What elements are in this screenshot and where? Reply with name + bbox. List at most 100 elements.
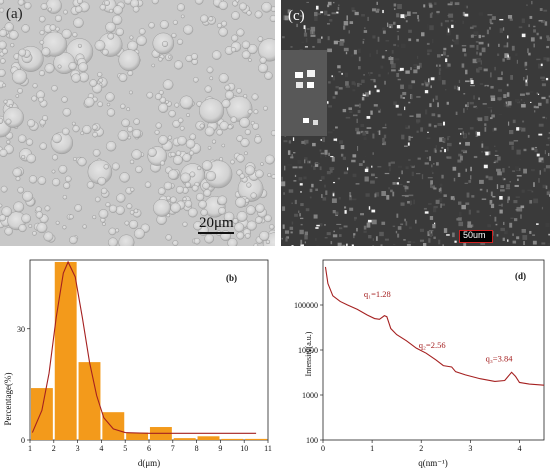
- texture-speck: [326, 170, 331, 175]
- texture-speck: [372, 35, 376, 39]
- texture-speck: [452, 166, 457, 171]
- bright-crystal: [525, 79, 528, 83]
- droplet: [39, 40, 45, 45]
- texture-speck: [381, 191, 386, 197]
- droplet: [166, 195, 171, 201]
- droplet: [192, 76, 199, 83]
- x-tick-label: 1: [28, 444, 32, 453]
- texture-speck: [334, 91, 338, 95]
- droplet: [226, 95, 253, 122]
- texture-speck: [380, 65, 384, 69]
- texture-speck: [487, 43, 490, 47]
- texture-speck: [462, 150, 468, 154]
- droplet: [54, 14, 63, 22]
- texture-speck: [402, 91, 407, 96]
- droplet: [74, 204, 83, 212]
- droplet: [180, 14, 185, 19]
- bright-crystal: [485, 151, 489, 156]
- texture-speck: [435, 199, 440, 204]
- texture-speck: [328, 152, 331, 157]
- texture-speck: [504, 53, 509, 58]
- x-tick-label: 8: [195, 444, 199, 453]
- texture-speck: [473, 155, 478, 159]
- texture-speck: [506, 83, 509, 87]
- texture-speck: [432, 207, 437, 213]
- droplet: [165, 234, 172, 241]
- texture-speck: [525, 81, 528, 87]
- droplet: [264, 154, 275, 165]
- texture-speck: [408, 29, 412, 33]
- droplet: [259, 230, 270, 242]
- texture-speck: [404, 218, 406, 222]
- texture-speck: [521, 104, 526, 108]
- texture-speck: [472, 25, 477, 28]
- bright-crystal: [299, 183, 303, 186]
- texture-speck: [446, 147, 449, 152]
- bright-crystal: [464, 13, 469, 17]
- texture-speck: [525, 92, 530, 95]
- texture-speck: [294, 199, 297, 205]
- texture-speck: [410, 94, 412, 99]
- texture-speck: [306, 28, 310, 30]
- texture-speck: [515, 196, 520, 199]
- texture-speck: [343, 225, 348, 228]
- texture-speck: [443, 228, 448, 233]
- texture-speck: [429, 156, 432, 161]
- texture-speck: [503, 94, 507, 99]
- droplet: [94, 196, 101, 203]
- droplet: [247, 44, 258, 55]
- droplet: [115, 205, 125, 215]
- droplet: [99, 4, 106, 11]
- texture-speck: [546, 37, 550, 41]
- bright-crystal: [540, 63, 543, 67]
- texture-speck: [324, 237, 328, 239]
- droplet: [204, 233, 215, 244]
- droplet: [82, 125, 92, 135]
- texture-speck: [386, 194, 390, 200]
- texture-speck: [335, 211, 339, 215]
- texture-speck: [324, 149, 328, 155]
- texture-speck: [339, 234, 342, 237]
- texture-speck: [354, 11, 359, 16]
- droplet: [205, 170, 217, 182]
- texture-speck: [388, 187, 390, 190]
- scattering-curve: [324, 266, 545, 386]
- texture-speck: [417, 19, 420, 22]
- texture-speck: [529, 200, 533, 204]
- droplet: [105, 21, 116, 33]
- texture-speck: [473, 95, 475, 100]
- texture-speck: [469, 101, 474, 105]
- bright-crystal: [537, 93, 540, 95]
- texture-speck: [293, 152, 296, 154]
- texture-speck: [466, 5, 468, 9]
- texture-speck: [515, 209, 519, 211]
- texture-speck: [527, 134, 530, 138]
- texture-speck: [466, 192, 470, 198]
- texture-speck: [544, 21, 548, 26]
- texture-speck: [300, 203, 304, 207]
- texture-speck: [392, 225, 396, 228]
- droplet: [170, 202, 181, 214]
- droplet: [255, 169, 264, 179]
- texture-speck: [419, 228, 425, 232]
- texture-speck: [545, 117, 547, 120]
- texture-speck: [532, 234, 536, 236]
- droplet: [13, 201, 25, 213]
- droplet: [107, 237, 118, 246]
- droplet: [254, 10, 263, 19]
- texture-speck: [401, 195, 406, 197]
- texture-speck: [439, 149, 442, 153]
- droplet: [157, 187, 166, 196]
- bright-crystal: [315, 227, 319, 229]
- texture-speck: [476, 51, 478, 55]
- bright-crystal: [333, 181, 336, 184]
- texture-speck: [458, 211, 462, 217]
- droplet: [72, 125, 80, 133]
- droplet: [159, 160, 165, 166]
- inset-image: [281, 50, 327, 136]
- droplet: [182, 196, 187, 202]
- texture-speck: [439, 190, 442, 194]
- texture-speck: [382, 30, 386, 34]
- texture-speck: [400, 84, 404, 89]
- droplet: [219, 121, 229, 131]
